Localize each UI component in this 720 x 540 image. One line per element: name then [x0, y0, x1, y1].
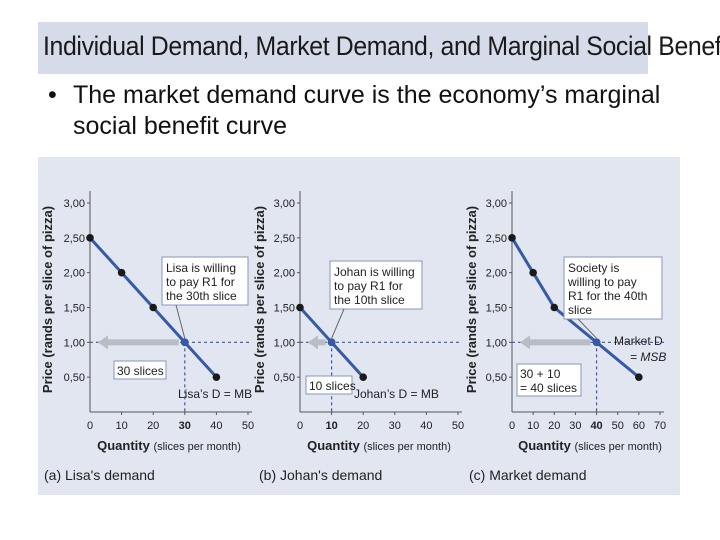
y-tick-label: 2,50 — [274, 233, 295, 245]
y-tick-label: 1,00 — [486, 337, 507, 349]
title-banner: Individual Demand, Market Demand, and Ma… — [38, 22, 720, 74]
panel-caption: (c) Market demand — [469, 467, 586, 483]
panel-caption: (b) Johan's demand — [259, 467, 382, 483]
y-tick-label: 1,00 — [274, 337, 295, 349]
equilibrium-point — [327, 338, 336, 347]
callout-text: Lisa is willing — [166, 261, 236, 275]
y-axis-label: Price (rands per slice of pizza) — [252, 206, 267, 393]
x-tick-label: 0 — [87, 420, 93, 432]
x-tick-label: 50 — [612, 420, 624, 432]
y-tick-label: 0,50 — [64, 372, 85, 384]
y-tick-label: 0,50 — [486, 372, 507, 384]
x-tick-label: 10 — [325, 420, 337, 432]
demand-point — [296, 303, 304, 312]
callout-text: R1 for the 40th — [568, 289, 647, 303]
y-tick-label: 1,50 — [64, 303, 85, 315]
x-tick-label: 20 — [147, 420, 159, 432]
y-tick-label: 3,00 — [64, 198, 85, 210]
x-tick-label: 0 — [509, 420, 515, 432]
callout-text: to pay R1 for — [166, 275, 235, 289]
y-axis-label: Price (rands per slice of pizza) — [40, 206, 55, 393]
y-tick-label: 2,50 — [64, 233, 85, 245]
y-tick-label: 1,50 — [274, 303, 295, 315]
y-tick-label: 1,50 — [486, 303, 507, 315]
quantity-arrowhead — [308, 335, 318, 350]
series-label: Johan’s D = MB — [354, 387, 439, 401]
callout-leader — [331, 308, 345, 339]
x-tick-label: 10 — [115, 420, 127, 432]
series-label: = MSB — [630, 350, 666, 364]
x-tick-label: 20 — [548, 420, 560, 432]
quantity-label-text: 30 slices — [117, 364, 164, 378]
quantity-label-box — [113, 360, 167, 380]
y-tick-label: 2,00 — [64, 268, 85, 280]
y-tick-label: 0,50 — [274, 372, 295, 384]
x-tick-label: 20 — [357, 420, 369, 432]
x-tick-label: 40 — [420, 420, 432, 432]
x-axis-label: Quantity (slices per month) — [97, 438, 241, 453]
y-tick-label: 2,00 — [486, 268, 507, 280]
y-axis-label: Price (rands per slice of pizza) — [464, 206, 479, 393]
slide-title: Individual Demand, Market Demand, and Ma… — [43, 31, 720, 61]
x-axis-label: Quantity (slices per month) — [307, 438, 451, 453]
x-tick-label: 30 — [179, 420, 191, 432]
quantity-label-text: = 40 slices — [520, 381, 577, 395]
x-tick-label: 50 — [452, 420, 464, 432]
figure-panel: 0,50 1,00 1,50 2,00 2,50 3,00 0 10 20 30 40 50 Quant… — [38, 157, 680, 495]
figure-svg: 0,501,001,502,002,503,000 10 20 30 40 50Quant… — [40, 191, 666, 483]
callout-text: willing to pay — [567, 275, 637, 289]
x-tick-label: 0 — [297, 420, 303, 432]
x-tick-label: 60 — [633, 420, 645, 432]
callout-box — [563, 256, 663, 320]
quantity-label-text: 10 slices — [309, 379, 356, 393]
callout-box — [329, 260, 423, 310]
y-tick-label: 3,00 — [486, 198, 507, 210]
quantity-label-text: 30 + 10 — [520, 367, 561, 381]
demand-point — [149, 303, 157, 312]
x-tick-label: 50 — [242, 420, 254, 432]
demand-point — [550, 303, 559, 312]
callout-text: slice — [568, 303, 592, 317]
demand-point — [212, 373, 221, 381]
panel-caption: (a) Lisa's demand — [44, 467, 155, 483]
demand-point — [635, 373, 643, 381]
x-tick-label: 70 — [654, 420, 666, 432]
x-tick-label: 30 — [569, 420, 581, 432]
y-tick-label: 1,00 — [64, 337, 85, 349]
x-tick-label: 10 — [527, 420, 539, 432]
x-tick-label: 40 — [210, 420, 222, 432]
demand-point — [86, 234, 94, 242]
y-tick-label: 2,50 — [486, 233, 507, 245]
equilibrium-point — [181, 338, 189, 347]
x-axis-label: Quantity (slices per month) — [518, 438, 662, 453]
y-tick-label: 3,00 — [274, 198, 295, 210]
bullet-dot-icon: • — [48, 81, 57, 109]
callout-text: the 30th slice — [166, 289, 237, 303]
callout-leader — [577, 318, 597, 339]
demand-point — [117, 268, 126, 277]
quantity-label-box — [516, 363, 582, 397]
quantity-label-box — [305, 375, 353, 395]
callout-text: Society is — [568, 261, 619, 275]
callout-text: Johan is willing — [334, 265, 415, 279]
bullet-text: The market demand curve is the economy’s… — [73, 81, 661, 140]
x-tick-label: 40 — [590, 420, 602, 432]
quantity-arrowhead — [98, 335, 108, 350]
callout-box — [161, 256, 249, 306]
callout-leader — [175, 304, 186, 339]
demand-point — [508, 234, 516, 242]
equilibrium-point — [592, 338, 601, 347]
y-tick-label: 2,00 — [274, 268, 295, 280]
series-label: Market D — [614, 334, 663, 348]
demand-point — [359, 373, 368, 381]
series-label: Lisa’s D = MB — [178, 387, 252, 401]
x-tick-label: 30 — [389, 420, 401, 432]
demand-point — [529, 268, 537, 277]
callout-text: to pay R1 for — [334, 279, 403, 293]
callout-text: the 10th slice — [334, 293, 405, 307]
quantity-arrowhead — [520, 335, 530, 350]
